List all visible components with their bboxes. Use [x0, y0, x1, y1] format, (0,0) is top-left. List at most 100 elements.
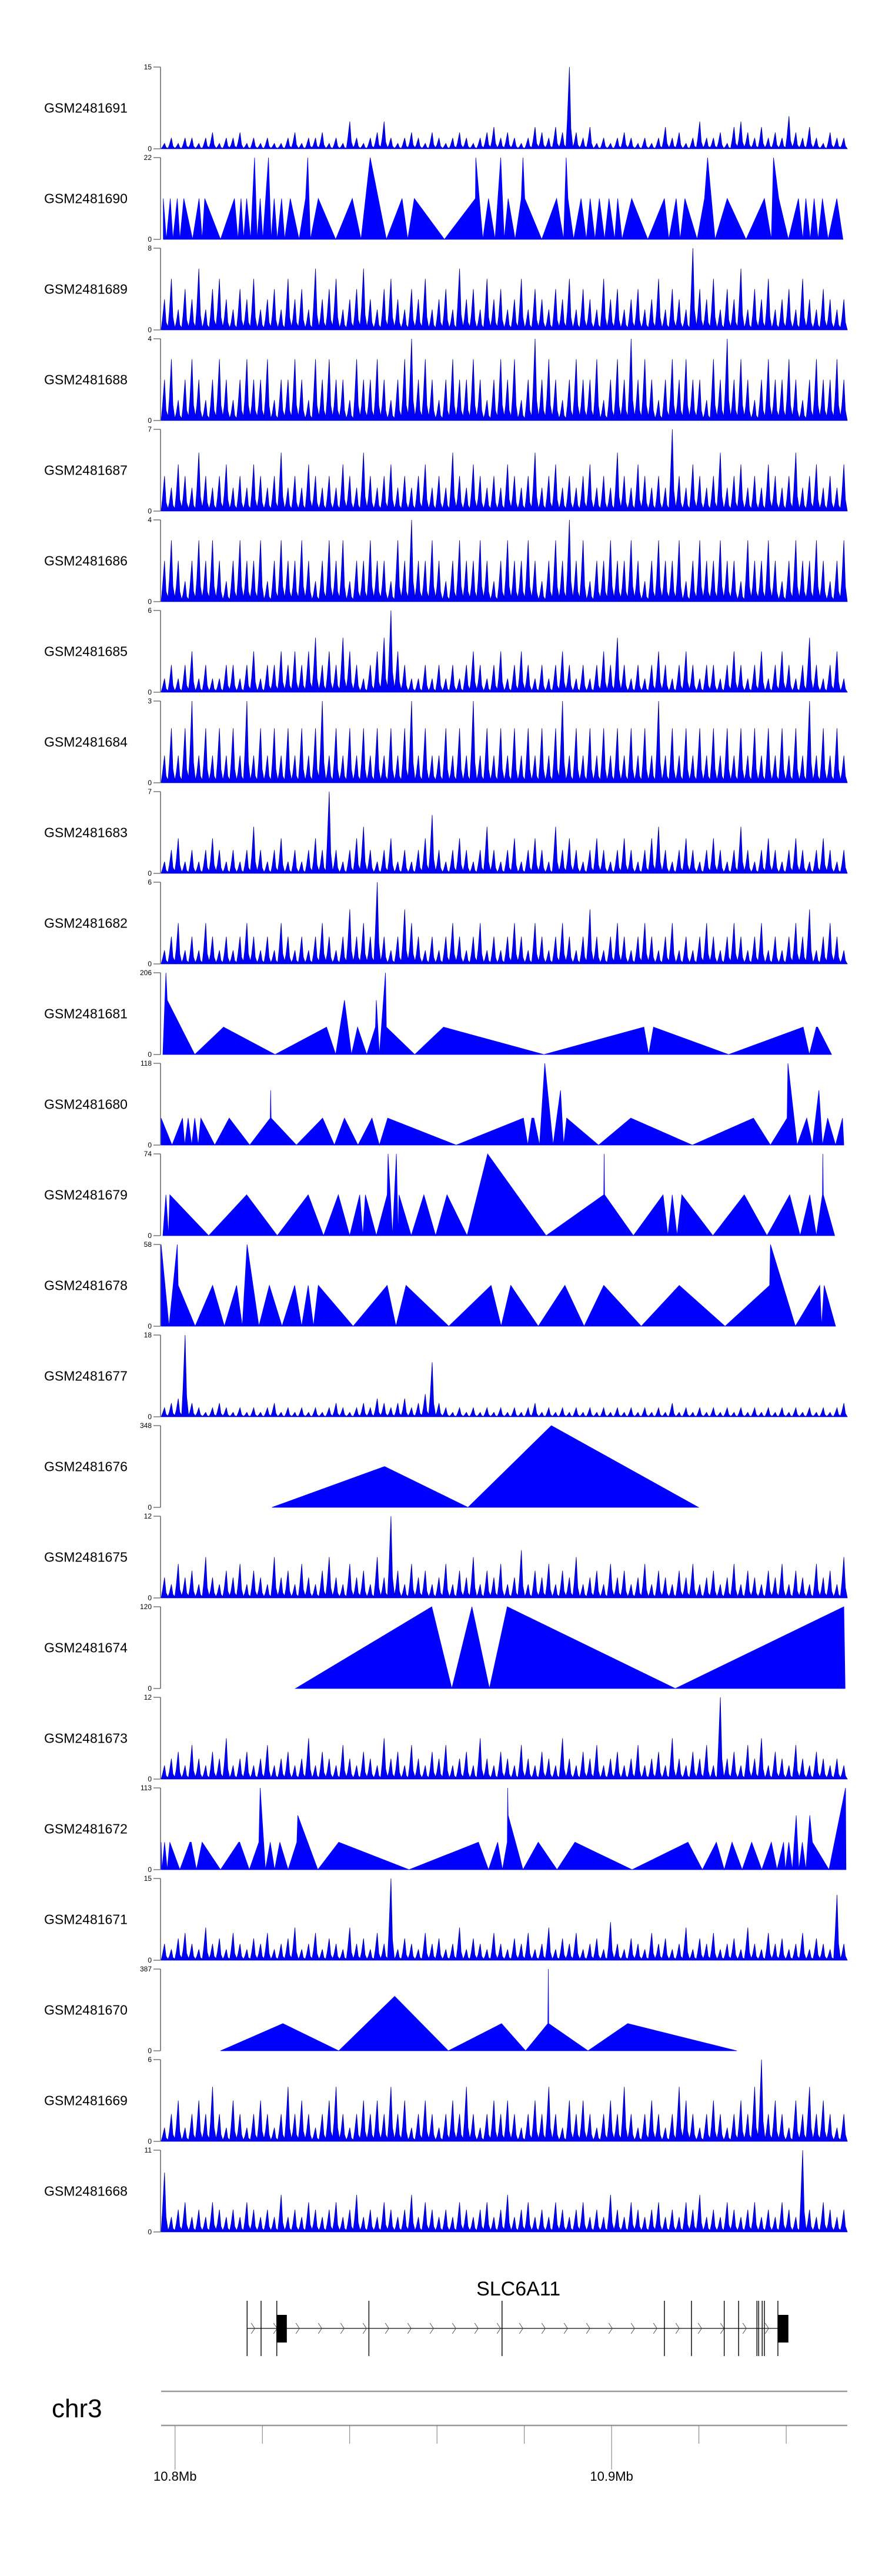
- y-min-label: 0: [148, 1594, 152, 1602]
- track-label: GSM2481689: [44, 282, 128, 297]
- track-label: GSM2481687: [44, 463, 128, 478]
- y-min-label: 0: [148, 326, 152, 334]
- data-track: GSM2481673 12 0: [44, 1693, 848, 1783]
- strand-arrow-icon: [496, 2323, 501, 2334]
- strand-arrow-icon: [407, 2323, 412, 2334]
- data-track: GSM2481677 18 0: [44, 1331, 848, 1421]
- y-max-label: 120: [140, 1603, 152, 1611]
- y-max-label: 387: [140, 1965, 152, 1973]
- y-max-label: 118: [141, 1059, 152, 1067]
- track-label: GSM2481674: [44, 1640, 128, 1656]
- coverage-area: [161, 610, 848, 693]
- strand-arrow-icon: [742, 2323, 747, 2334]
- data-track: GSM2481687 7 0: [44, 425, 848, 515]
- track-label: GSM2481677: [44, 1369, 128, 1384]
- data-track: GSM2481680 118 0: [44, 1059, 844, 1149]
- track-label: GSM2481673: [44, 1731, 128, 1746]
- data-track: GSM2481681 206 0: [44, 969, 832, 1059]
- coverage-area: [161, 429, 848, 512]
- data-track: GSM2481669 6 0: [44, 2056, 848, 2145]
- track-label: GSM2481691: [44, 101, 128, 116]
- track-label: GSM2481684: [44, 735, 128, 750]
- y-min-label: 0: [148, 779, 152, 787]
- coverage-area: [272, 1425, 700, 1508]
- coverage-area: [295, 1606, 846, 1689]
- coverage-area: [220, 1968, 737, 2051]
- y-max-label: 6: [148, 2056, 152, 2064]
- data-track: GSM2481676 348 0: [44, 1422, 700, 1511]
- strand-arrow-icon: [385, 2323, 389, 2334]
- y-max-label: 15: [144, 63, 152, 71]
- data-track: GSM2481675 12 0: [44, 1512, 848, 1602]
- y-min-label: 0: [148, 1775, 152, 1783]
- chromosome-label: chr3: [52, 2394, 102, 2423]
- y-min-label: 0: [148, 2228, 152, 2236]
- y-min-label: 0: [148, 1684, 152, 1693]
- strand-arrow-icon: [653, 2323, 657, 2334]
- coverage-area: [161, 1697, 848, 1780]
- y-max-label: 4: [148, 335, 152, 343]
- coverage-area: [162, 972, 832, 1056]
- y-max-label: 7: [148, 788, 152, 796]
- y-max-label: 12: [144, 1693, 152, 1701]
- y-min-label: 0: [148, 688, 152, 696]
- track-label: GSM2481668: [44, 2184, 128, 2199]
- coverage-area: [163, 157, 844, 241]
- track-label: GSM2481690: [44, 191, 128, 206]
- strand-arrow-icon: [362, 2323, 367, 2334]
- data-track: GSM2481679 74 0: [44, 1150, 836, 1240]
- coverage-area: [161, 1516, 848, 1599]
- strand-arrow-icon: [452, 2323, 456, 2334]
- track-label: GSM2481676: [44, 1459, 128, 1474]
- y-max-label: 15: [144, 1874, 152, 1883]
- track-label: GSM2481675: [44, 1550, 128, 1565]
- strand-arrow-icon: [608, 2323, 613, 2334]
- data-track: GSM2481682 6 0: [44, 878, 848, 968]
- y-min-label: 0: [148, 1956, 152, 1964]
- y-max-label: 74: [144, 1150, 152, 1158]
- track-label: GSM2481682: [44, 916, 128, 931]
- track-label: GSM2481672: [44, 1821, 128, 1837]
- axis-tick-label: 10.9Mb: [590, 2469, 633, 2484]
- y-max-label: 6: [148, 878, 152, 886]
- data-track: GSM2481668 11 0: [44, 2146, 848, 2236]
- strand-arrow-icon: [563, 2323, 568, 2334]
- y-min-label: 0: [148, 960, 152, 968]
- data-track: GSM2481671 15 0: [44, 1874, 848, 1964]
- y-max-label: 7: [148, 425, 152, 433]
- data-track: GSM2481672 113 0: [44, 1784, 847, 1874]
- strand-arrow-icon: [586, 2323, 590, 2334]
- y-max-label: 348: [140, 1422, 152, 1430]
- strand-arrow-icon: [519, 2323, 523, 2334]
- y-min-label: 0: [148, 1050, 152, 1059]
- strand-arrow-icon: [295, 2323, 300, 2334]
- y-min-label: 0: [148, 1322, 152, 1330]
- y-min-label: 0: [148, 2137, 152, 2145]
- data-track: GSM2481686 4 0: [44, 516, 848, 606]
- coverage-area: [161, 1063, 844, 1146]
- gene-name-label: SLC6A11: [476, 2278, 560, 2300]
- y-max-label: 206: [140, 969, 152, 977]
- strand-arrow-icon: [630, 2323, 635, 2334]
- track-label: GSM2481686: [44, 553, 128, 569]
- data-track: GSM2481683 7 0: [44, 788, 848, 877]
- data-track: GSM2481684 3 0: [44, 697, 848, 787]
- coverage-area: [161, 1334, 848, 1417]
- y-min-label: 0: [148, 1503, 152, 1511]
- data-track: GSM2481670 387 0: [44, 1965, 737, 2055]
- track-label: GSM2481678: [44, 1278, 128, 1293]
- coverage-area: [161, 248, 848, 331]
- data-track: GSM2481689 8 0: [44, 244, 848, 334]
- data-track: GSM2481690 22 0: [44, 154, 844, 243]
- coverage-area: [161, 2150, 848, 2233]
- y-max-label: 3: [148, 697, 152, 705]
- coverage-area: [161, 1244, 836, 1327]
- data-track: GSM2481678 58 0: [44, 1240, 836, 1330]
- track-label: GSM2481681: [44, 1006, 128, 1022]
- coverage-area: [161, 882, 848, 965]
- genome-axis: chr3 10.8Mb 10.9Mb: [52, 2390, 847, 2484]
- strand-arrow-icon: [675, 2323, 680, 2334]
- coverage-area: [161, 2059, 848, 2142]
- strand-arrow-icon: [340, 2323, 345, 2334]
